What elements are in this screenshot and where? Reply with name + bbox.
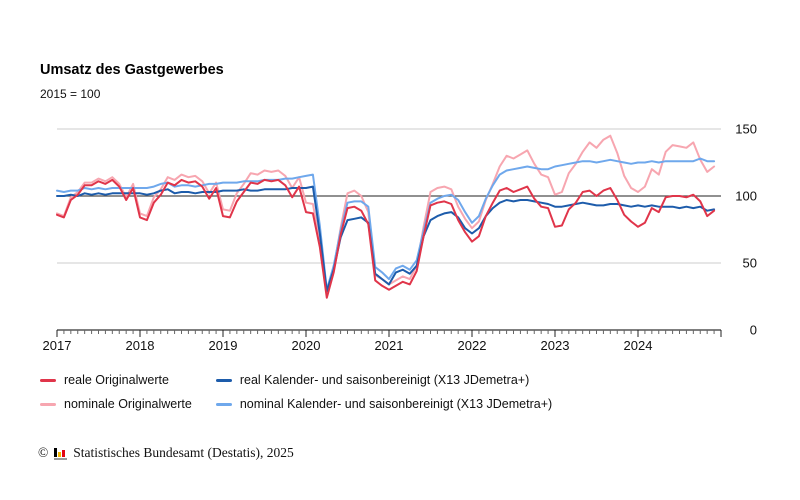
legend-label: nominal Kalender- und saisonbereinigt (X… <box>239 397 553 411</box>
page-subtitle: 2015 = 100 <box>40 87 101 101</box>
y-axis-label-150: 150 <box>735 122 757 137</box>
chart-legend: reale Originalwerte real Kalender- und s… <box>40 373 552 411</box>
source-text: Statistisches Bundesamt (Destatis), 2025 <box>73 445 294 460</box>
y-axis-label-0: 0 <box>750 323 757 338</box>
logo-bar-gold <box>58 451 62 457</box>
destatis-barchart-icon <box>54 447 68 460</box>
logo-bar-red <box>62 449 66 457</box>
legend-item-nominale-originalwerte: nominale Originalwerte <box>40 397 192 411</box>
legend-label: reale Originalwerte <box>64 373 169 387</box>
legend-item-real-bereinigt: real Kalender- und saisonbereinigt (X13 … <box>215 373 552 387</box>
y-axis-label-50: 50 <box>743 256 757 271</box>
legend-swatch-red <box>40 378 56 382</box>
legend-label: real Kalender- und saisonbereinigt (X13 … <box>239 373 530 387</box>
source-attribution: © Statistisches Bundesamt (Destatis), 20… <box>38 445 294 461</box>
x-axis-label-2019: 2019 <box>209 338 238 353</box>
x-axis-label-2020: 2020 <box>292 338 321 353</box>
logo-baseline <box>54 457 68 460</box>
legend-swatch-darkblue <box>215 378 232 382</box>
y-axis-label-100: 100 <box>735 189 757 204</box>
legend-label: nominale Originalwerte <box>64 397 192 411</box>
x-axis-label-2017: 2017 <box>43 338 72 353</box>
x-axis-label-2021: 2021 <box>375 338 404 353</box>
series-line-nominale-originalwerte <box>56 134 716 297</box>
x-axis-label-2024: 2024 <box>624 338 653 353</box>
legend-item-nominal-bereinigt: nominal Kalender- und saisonbereinigt (X… <box>215 397 553 411</box>
page-title: Umsatz des Gastgewerbes <box>40 62 224 78</box>
series-line-reale-originalwerte <box>56 178 716 299</box>
legend-swatch-pink <box>40 402 56 406</box>
x-axis-label-2018: 2018 <box>126 338 155 353</box>
copyright-symbol: © <box>38 445 49 460</box>
legend-item-reale-originalwerte: reale Originalwerte <box>40 373 192 387</box>
series-line-nominal-kalender-und-saisonbereinigt-x13-jdemetra <box>56 157 716 291</box>
x-axis-label-2022: 2022 <box>458 338 487 353</box>
logo-bar-black <box>54 447 58 457</box>
legend-swatch-lightblue <box>215 402 232 406</box>
series-line-real-kalender-und-saisonbereinigt-x13-jdemetra <box>56 185 716 293</box>
x-axis-label-2023: 2023 <box>541 338 570 353</box>
turnover-line-chart: 2017 2018 2019 2020 2021 2022 2023 2024 0 50 100 15… <box>43 122 757 354</box>
